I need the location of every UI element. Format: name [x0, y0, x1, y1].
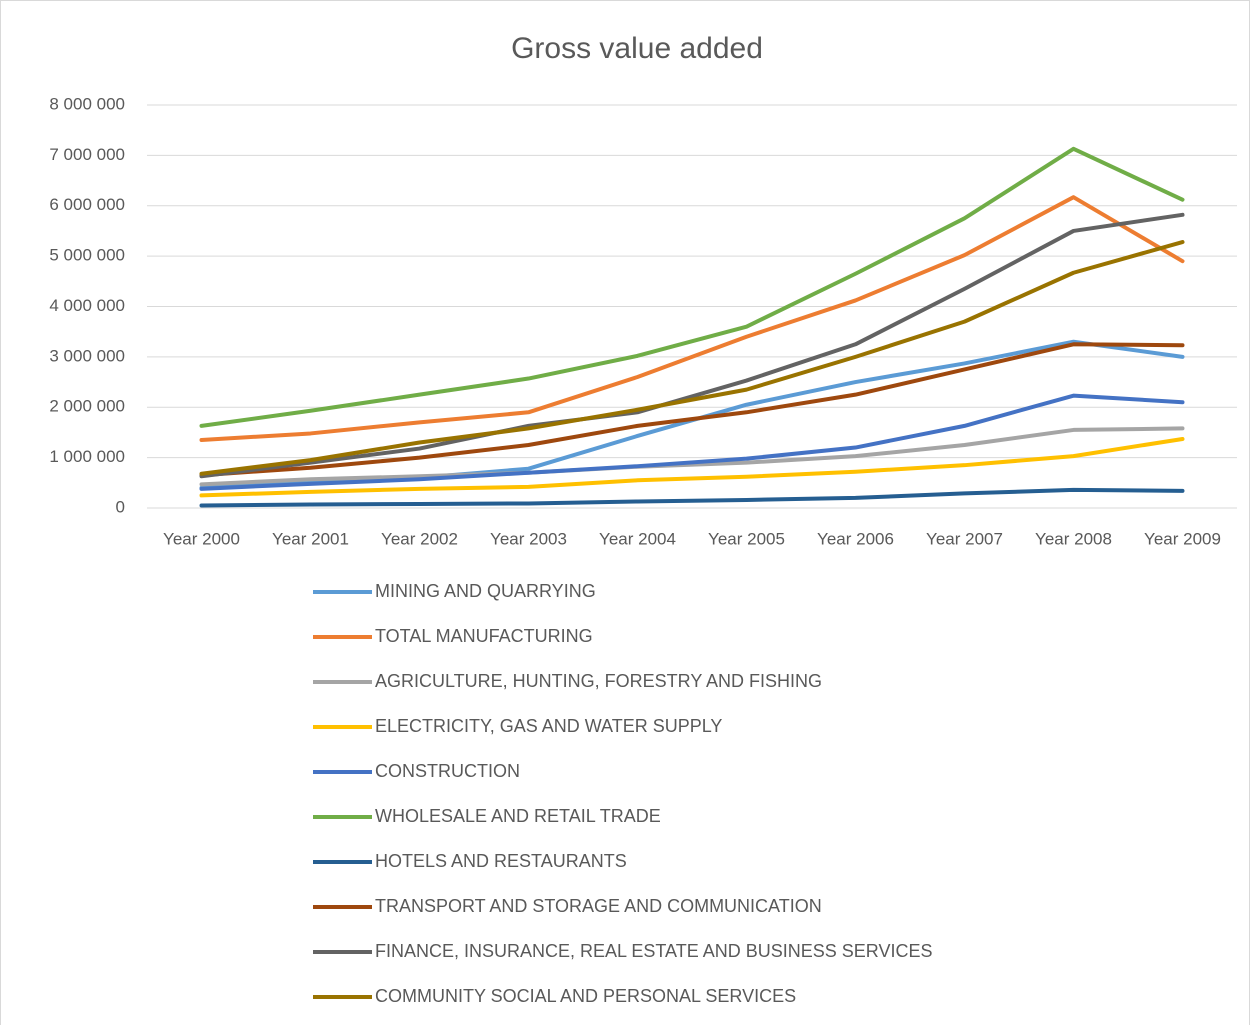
legend-label: TOTAL MANUFACTURING: [375, 626, 593, 646]
series-line: [199, 195, 1185, 442]
x-tick-label: Year 2007: [926, 529, 1003, 548]
series-line: [199, 240, 1185, 476]
y-tick-label: 6 000 000: [49, 195, 125, 214]
legend-label: AGRICULTURE, HUNTING, FORESTRY AND FISHI…: [375, 671, 822, 691]
series-line: [199, 436, 1185, 498]
series-line: [199, 146, 1185, 428]
legend-label: COMMUNITY SOCIAL AND PERSONAL SERVICES: [375, 986, 796, 1006]
legend-label: WHOLESALE AND RETAIL TRADE: [375, 806, 661, 826]
legend-label: CONSTRUCTION: [375, 761, 520, 781]
x-tick-label: Year 2003: [490, 529, 567, 548]
x-tick-label: Year 2008: [1035, 529, 1112, 548]
series-line: [199, 342, 1185, 478]
y-tick-label: 2 000 000: [49, 397, 125, 416]
legend-label: MINING AND QUARRYING: [375, 581, 596, 601]
y-tick-label: 1 000 000: [49, 447, 125, 466]
x-tick-label: Year 2002: [381, 529, 458, 548]
x-tick-label: Year 2005: [708, 529, 785, 548]
legend-label: ELECTRICITY, GAS AND WATER SUPPLY: [375, 716, 722, 736]
legend-label: HOTELS AND RESTAURANTS: [375, 851, 627, 871]
series-line: [199, 212, 1185, 479]
legend-label: FINANCE, INSURANCE, REAL ESTATE AND BUSI…: [375, 941, 932, 961]
y-tick-label: 4 000 000: [49, 296, 125, 315]
series-line: [199, 393, 1185, 491]
chart-title: Gross value added: [511, 32, 763, 65]
y-tick-label: 0: [116, 497, 125, 516]
series-line: [199, 426, 1185, 487]
x-tick-label: Year 2006: [817, 529, 894, 548]
x-tick-label: Year 2004: [599, 529, 676, 548]
y-tick-label: 8 000 000: [49, 94, 125, 113]
series-line: [199, 487, 1185, 508]
x-tick-label: Year 2000: [163, 529, 240, 548]
y-tick-label: 3 000 000: [49, 346, 125, 365]
y-tick-label: 5 000 000: [49, 246, 125, 265]
y-tick-label: 7 000 000: [49, 145, 125, 164]
x-tick-label: Year 2009: [1144, 529, 1221, 548]
x-tick-label: Year 2001: [272, 529, 349, 548]
legend-label: TRANSPORT AND STORAGE AND COMMUNICATION: [375, 896, 822, 916]
